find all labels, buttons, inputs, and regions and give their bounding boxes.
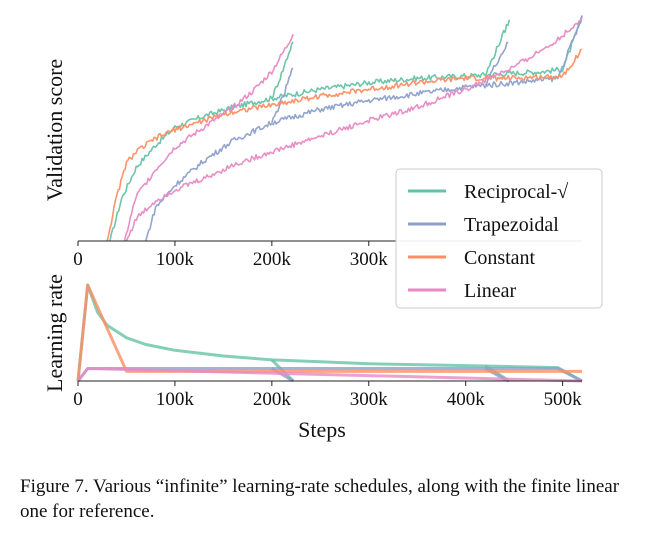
series-line-reciprocal-sqrt	[76, 283, 583, 383]
series-line-linear	[125, 17, 583, 242]
legend: Reciprocal-√ Trapezoidal Constant Linear	[395, 168, 603, 309]
y-axis-label: Validation score	[42, 59, 67, 201]
figure-caption: Figure 7. Various “infinite” learning-ra…	[20, 476, 620, 522]
x-tick-label: 500k	[544, 389, 583, 410]
series-line-linear	[76, 367, 583, 383]
series-line-constant	[76, 283, 582, 382]
x-tick-label: 300k	[350, 389, 389, 410]
y-axis-label: Learning rate	[42, 274, 67, 392]
series-line-trapezoidal-cooldown-200k	[271, 67, 294, 124]
figure: Validation score 0 100k 200k 300k Learning r…	[42, 15, 603, 442]
x-tick-label: 0	[73, 389, 83, 410]
x-tick-label: 0	[73, 249, 83, 270]
series-line-linear-short-run	[123, 33, 294, 242]
series-line-reciprocal-sqrt-cooldown-200k	[271, 41, 294, 99]
x-axis-label: Steps	[298, 417, 346, 442]
x-tick-label: 100k	[156, 389, 195, 410]
x-tick-label: 300k	[350, 249, 389, 270]
legend-label: Constant	[464, 247, 536, 269]
legend-label: Reciprocal-√	[464, 181, 568, 203]
x-tick-label: 400k	[447, 389, 486, 410]
legend-label: Linear	[464, 280, 517, 302]
x-tick-label: 200k	[253, 389, 292, 410]
series-line-reciprocal-sqrt-cooldown-420k	[484, 19, 511, 77]
series-line-constant	[106, 48, 583, 242]
legend-box	[395, 168, 603, 309]
legend-label: Trapezoidal	[464, 214, 559, 236]
learning-rate-panel: Learning rate 0 100k 200k 300k 400k 500k Steps	[42, 274, 583, 442]
x-tick-label: 100k	[156, 249, 195, 270]
series-line-trapezoidal	[145, 15, 583, 242]
x-tick-label: 200k	[253, 249, 292, 270]
